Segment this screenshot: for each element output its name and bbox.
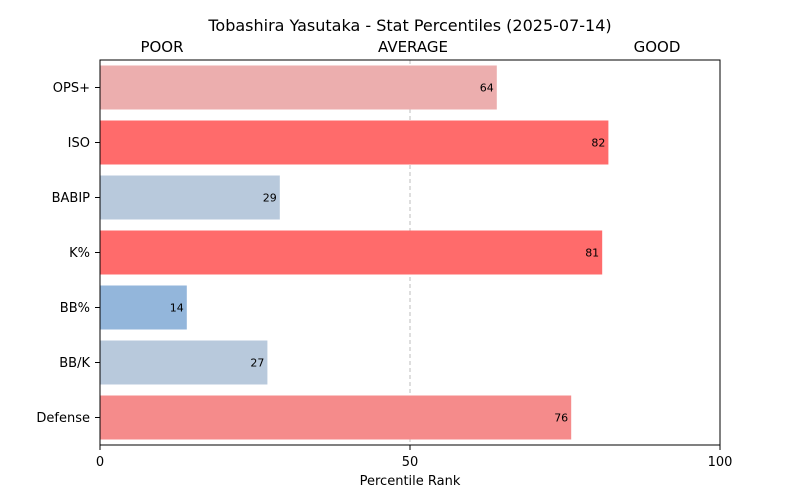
x-tick-label: 50 [402, 455, 419, 470]
bar-bb- [100, 285, 187, 330]
bar-babip [100, 175, 280, 220]
y-tick-label: ISO [68, 136, 90, 151]
bar-value-label: 82 [591, 137, 605, 150]
bar-bb-k [100, 340, 268, 385]
y-tick-label: OPS+ [53, 81, 90, 96]
bar-value-label: 27 [250, 357, 264, 370]
y-tick-label: Defense [36, 411, 90, 426]
bar-value-label: 29 [263, 192, 277, 205]
y-tick-label: K% [69, 246, 90, 261]
bar-value-label: 64 [480, 82, 494, 95]
bar-iso [100, 120, 609, 165]
band-label-average: AVERAGE [378, 38, 448, 56]
plot-area: 64 OPS+ 82 ISO 29 BABIP 81 K% 14 BB% 27 BB/K 76 Defen… [36, 59, 733, 470]
y-tick-label: BABIP [52, 191, 91, 206]
y-tick-label: BB% [60, 301, 90, 316]
x-axis-label: Percentile Rank [360, 474, 461, 489]
bar-k- [100, 230, 603, 275]
bar-value-label: 81 [585, 247, 599, 260]
chart-title: Tobashira Yasutaka - Stat Percentiles (2… [207, 16, 611, 35]
y-tick-label: BB/K [59, 356, 90, 371]
band-label-poor: POOR [140, 38, 183, 56]
bar-defense [100, 395, 572, 440]
band-label-good: GOOD [634, 38, 681, 56]
x-tick-label: 0 [96, 455, 104, 470]
bar-ops- [100, 65, 497, 110]
bar-value-label: 14 [170, 302, 184, 315]
x-tick-label: 100 [708, 455, 733, 470]
bar-value-label: 76 [554, 412, 568, 425]
